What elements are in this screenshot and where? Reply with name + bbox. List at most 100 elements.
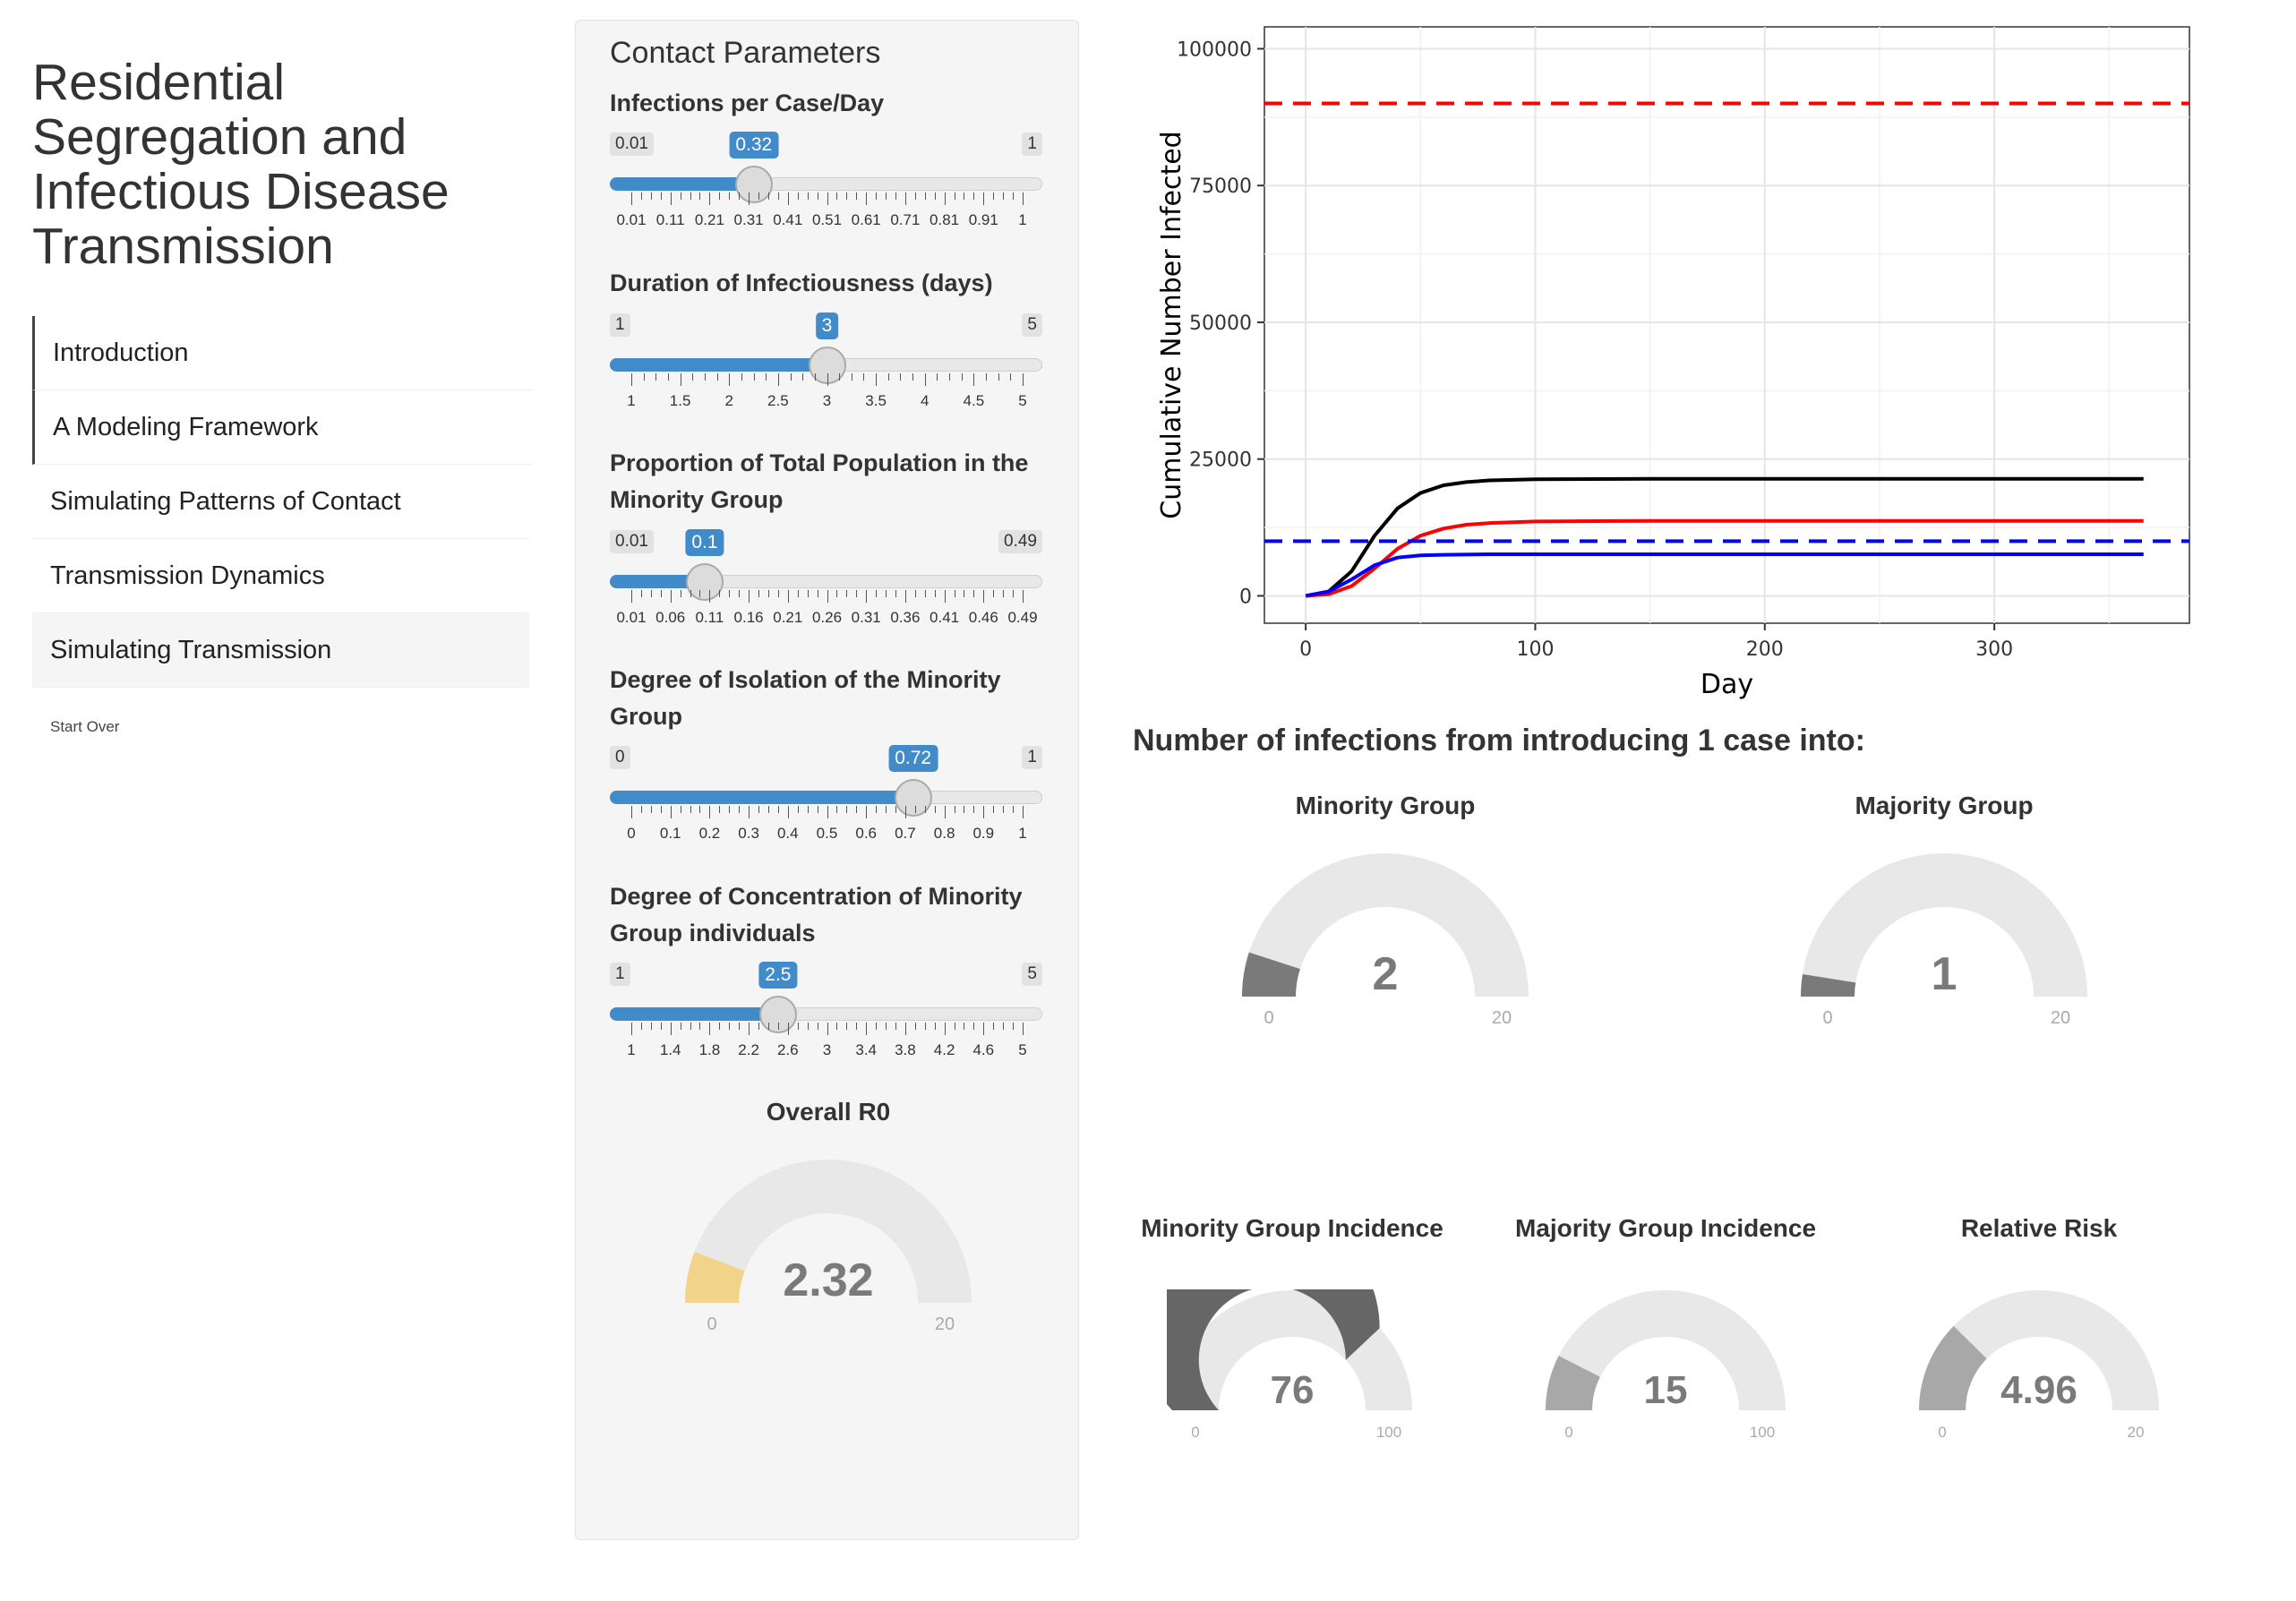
slider-tick bbox=[1013, 1023, 1015, 1030]
slider-tick bbox=[709, 590, 711, 603]
slider-tick bbox=[667, 373, 669, 381]
gauge-value: 15 bbox=[1644, 1368, 1688, 1412]
slider-tick bbox=[797, 806, 799, 813]
slider-tick bbox=[866, 590, 868, 603]
slider-tick bbox=[758, 193, 760, 200]
slider-tick bbox=[863, 373, 865, 381]
slider-tick-label: 1.5 bbox=[669, 392, 691, 409]
slider-min-label: 0.01 bbox=[610, 133, 654, 156]
slider-label: Proportion of Total Population in the Mi… bbox=[610, 449, 1029, 513]
slider-tick bbox=[670, 806, 672, 818]
slider-tick bbox=[749, 806, 750, 818]
slider-handle[interactable] bbox=[734, 166, 773, 203]
slider-tick bbox=[887, 373, 889, 381]
slider-tick bbox=[767, 806, 769, 813]
slider-min-label: 1 bbox=[610, 313, 630, 337]
minority-group-gauge-title: Minority Group bbox=[1295, 792, 1476, 819]
slider-tick bbox=[1023, 590, 1024, 603]
gauge-max: 20 bbox=[935, 1314, 955, 1334]
slider-tick bbox=[640, 193, 642, 200]
y-tick-label: 75000 bbox=[1189, 176, 1252, 198]
slider-handle[interactable] bbox=[894, 779, 932, 817]
slider-tick bbox=[827, 806, 828, 818]
slider-tick bbox=[1003, 1023, 1005, 1030]
nav-modeling-framework[interactable]: A Modeling Framework bbox=[32, 390, 532, 465]
slider-tick bbox=[767, 193, 769, 200]
nav-simulating-transmission[interactable]: Simulating Transmission bbox=[32, 613, 529, 688]
slider-tick bbox=[670, 1023, 672, 1035]
slider-tick bbox=[846, 1023, 848, 1030]
gauge-value-arc bbox=[1546, 1356, 1600, 1410]
slider-tick bbox=[983, 590, 985, 603]
slider-tick bbox=[758, 590, 760, 597]
slider-tick bbox=[709, 1023, 711, 1035]
slider-fill bbox=[610, 177, 754, 191]
slider-tick bbox=[729, 590, 731, 597]
slider-tick bbox=[719, 193, 721, 200]
slider-tick-label: 0.49 bbox=[1007, 609, 1038, 626]
slider-tick bbox=[719, 590, 721, 597]
majority-incidence-gauge: 15 0 100 bbox=[1546, 1289, 1786, 1441]
x-axis-label: Day bbox=[1701, 669, 1753, 700]
slider-handle[interactable] bbox=[685, 563, 724, 601]
slider-tick-label: 0.06 bbox=[655, 609, 686, 626]
slider-tick bbox=[846, 193, 848, 200]
gauge-max: 100 bbox=[1376, 1424, 1401, 1441]
slider-tick bbox=[692, 373, 694, 381]
slider-tick bbox=[729, 806, 731, 813]
slider-fill bbox=[610, 1007, 778, 1021]
slider-max-label: 1 bbox=[1022, 133, 1042, 156]
slider-tick-label: 3.5 bbox=[865, 392, 887, 409]
slider-tick-label: 0.2 bbox=[698, 825, 721, 842]
slider-tick bbox=[912, 373, 914, 381]
slider-tick-label: 0.11 bbox=[695, 609, 724, 626]
gauge-background-arc bbox=[1546, 1289, 1786, 1410]
slider-tick bbox=[904, 806, 906, 818]
slider-value-label: 2.5 bbox=[758, 962, 798, 989]
slider-tick bbox=[802, 373, 804, 381]
slider-tick bbox=[631, 806, 632, 818]
slider-tick bbox=[856, 590, 858, 597]
slider-tick bbox=[660, 806, 662, 813]
slider-tick bbox=[895, 590, 896, 597]
gauge-value-arc bbox=[1167, 1289, 1380, 1410]
slider-tick bbox=[944, 806, 946, 818]
gauge-value-arc bbox=[685, 1251, 745, 1303]
nav-simulating-patterns-of-contact[interactable]: Simulating Patterns of Contact bbox=[32, 465, 529, 539]
slider-tick bbox=[1013, 590, 1015, 597]
slider-tick bbox=[1003, 193, 1005, 200]
slider-label: Degree of Isolation of the Minority Grou… bbox=[610, 666, 1001, 730]
slider-tick-label: 1 bbox=[627, 392, 636, 409]
slider-tick-label: 0.71 bbox=[890, 211, 921, 228]
slider-tick bbox=[876, 806, 878, 813]
start-over-link[interactable]: Start Over bbox=[50, 718, 120, 735]
gauge-background-arc bbox=[1919, 1289, 2159, 1410]
cumulative-infected-chart: 0 100 200 300 0 25000 50000 75000 100000 Day Cum… bbox=[1156, 26, 2190, 700]
slider-tick bbox=[904, 590, 906, 603]
slider-handle[interactable] bbox=[758, 996, 797, 1033]
slider-tick bbox=[729, 1023, 731, 1030]
slider-tick bbox=[699, 1023, 701, 1030]
slider-tick bbox=[1023, 193, 1024, 205]
slider-tick-label: 0.11 bbox=[655, 211, 685, 228]
slider-tick bbox=[777, 806, 779, 813]
slider-tick bbox=[846, 590, 848, 597]
slider-tick bbox=[631, 373, 632, 386]
majority-group-gauge-title: Majority Group bbox=[1855, 792, 2034, 819]
slider-tick bbox=[640, 1023, 642, 1030]
slider-tick bbox=[797, 1023, 799, 1030]
nav-introduction[interactable]: Introduction bbox=[32, 316, 532, 390]
slider-tick bbox=[986, 373, 988, 381]
slider-tick-label: 3 bbox=[822, 392, 832, 409]
slider-min-label: 0.01 bbox=[610, 530, 654, 553]
slider-max-label: 0.49 bbox=[998, 530, 1042, 553]
slider-tick-label: 5 bbox=[1018, 392, 1027, 409]
series-line-3 bbox=[1305, 552, 2144, 598]
slider-tick-label: 2.2 bbox=[738, 1041, 759, 1058]
slider-tick-label: 0.01 bbox=[616, 609, 647, 626]
slider-tick bbox=[944, 193, 946, 205]
gauge-background-arc bbox=[1801, 853, 2087, 997]
slider-tick bbox=[827, 373, 828, 386]
slider-tick bbox=[729, 193, 731, 200]
nav-transmission-dynamics[interactable]: Transmission Dynamics bbox=[32, 539, 529, 613]
